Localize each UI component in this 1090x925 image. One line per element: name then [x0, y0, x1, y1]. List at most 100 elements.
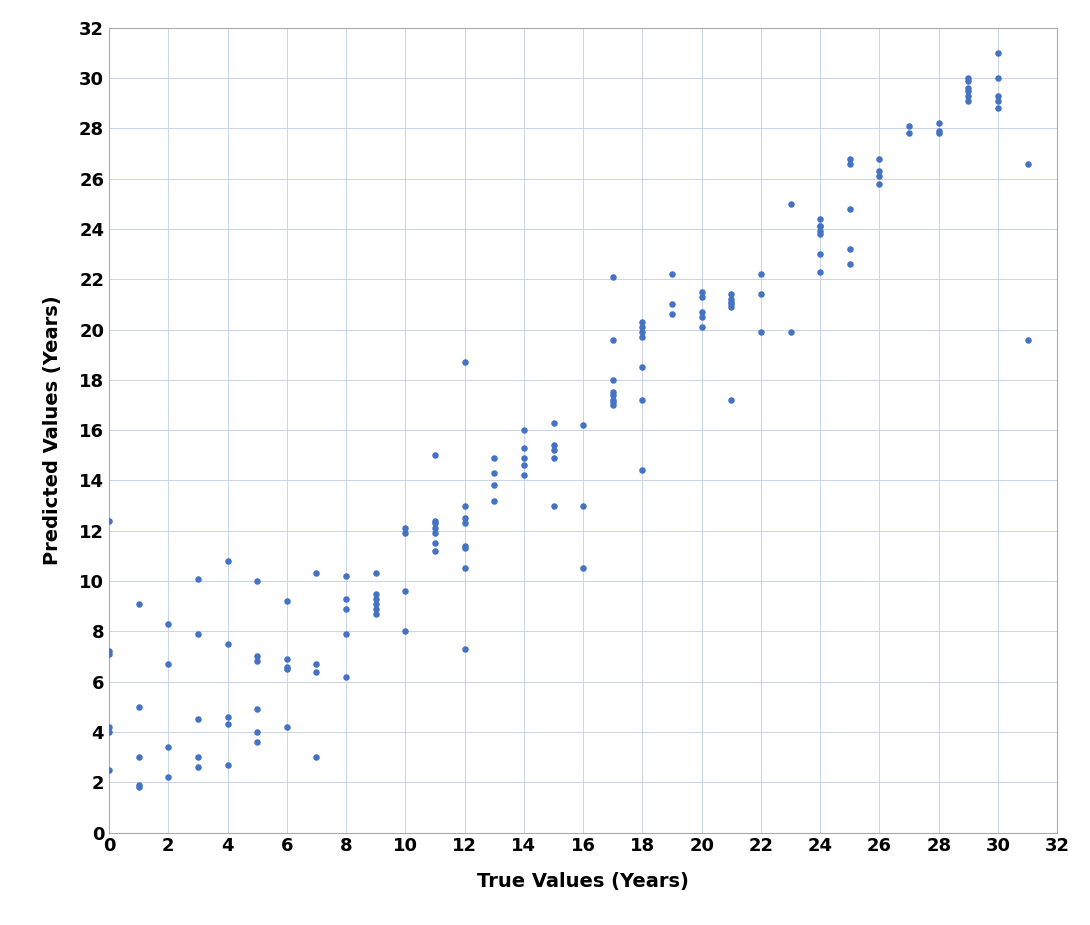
- Point: [723, 297, 740, 312]
- Point: [516, 440, 533, 455]
- Point: [516, 468, 533, 483]
- Point: [367, 601, 385, 616]
- Point: [959, 80, 977, 95]
- Point: [338, 601, 355, 616]
- Point: [723, 292, 740, 307]
- Point: [545, 415, 562, 430]
- Point: [219, 717, 237, 732]
- Point: [278, 594, 295, 609]
- Point: [1019, 156, 1037, 171]
- Point: [338, 591, 355, 606]
- Point: [307, 664, 325, 679]
- Point: [397, 584, 414, 598]
- Point: [752, 287, 770, 302]
- Point: [307, 657, 325, 672]
- Point: [397, 623, 414, 638]
- Point: [723, 392, 740, 407]
- Point: [959, 73, 977, 88]
- Point: [782, 325, 799, 339]
- Point: [900, 126, 918, 141]
- Point: [545, 450, 562, 465]
- Point: [130, 699, 147, 714]
- Point: [811, 219, 828, 234]
- Point: [426, 525, 444, 540]
- Point: [930, 126, 947, 141]
- Point: [516, 458, 533, 473]
- Point: [930, 123, 947, 138]
- Point: [604, 398, 621, 413]
- Point: [456, 642, 473, 657]
- X-axis label: True Values (Years): True Values (Years): [477, 872, 689, 891]
- Point: [604, 385, 621, 400]
- Point: [456, 499, 473, 513]
- Point: [841, 151, 859, 166]
- Point: [1019, 332, 1037, 347]
- Point: [367, 586, 385, 601]
- Point: [990, 101, 1007, 116]
- Point: [159, 770, 177, 784]
- Point: [545, 499, 562, 513]
- Point: [130, 597, 147, 611]
- Point: [633, 462, 651, 477]
- Point: [871, 151, 888, 166]
- Point: [841, 241, 859, 256]
- Point: [338, 669, 355, 684]
- Point: [693, 320, 711, 335]
- Point: [723, 300, 740, 314]
- Point: [633, 314, 651, 329]
- Point: [397, 521, 414, 536]
- Point: [190, 571, 207, 586]
- Point: [516, 450, 533, 465]
- Point: [367, 606, 385, 621]
- Point: [841, 156, 859, 171]
- Point: [249, 734, 266, 749]
- Point: [249, 654, 266, 669]
- Point: [190, 749, 207, 764]
- Point: [900, 118, 918, 133]
- Point: [426, 513, 444, 528]
- Point: [485, 493, 502, 508]
- Point: [130, 749, 147, 764]
- Point: [930, 116, 947, 130]
- Point: [367, 597, 385, 611]
- Point: [456, 541, 473, 556]
- Point: [990, 93, 1007, 108]
- Point: [574, 499, 592, 513]
- Point: [871, 164, 888, 179]
- Point: [338, 569, 355, 584]
- Point: [190, 626, 207, 641]
- Point: [604, 373, 621, 388]
- Point: [278, 661, 295, 676]
- Point: [219, 758, 237, 772]
- Point: [397, 525, 414, 540]
- Point: [367, 591, 385, 606]
- Point: [664, 307, 681, 322]
- Point: [693, 310, 711, 325]
- Point: [159, 740, 177, 755]
- Point: [100, 647, 118, 661]
- Point: [811, 247, 828, 262]
- Point: [959, 88, 977, 103]
- Point: [664, 266, 681, 281]
- Point: [545, 438, 562, 452]
- Point: [367, 566, 385, 581]
- Y-axis label: Predicted Values (Years): Predicted Values (Years): [44, 295, 62, 565]
- Point: [693, 290, 711, 304]
- Point: [249, 649, 266, 664]
- Point: [426, 448, 444, 462]
- Point: [249, 574, 266, 588]
- Point: [752, 325, 770, 339]
- Point: [811, 219, 828, 234]
- Point: [723, 294, 740, 309]
- Point: [604, 395, 621, 410]
- Point: [456, 511, 473, 525]
- Point: [219, 636, 237, 651]
- Point: [871, 168, 888, 183]
- Point: [959, 70, 977, 85]
- Point: [604, 388, 621, 402]
- Point: [249, 724, 266, 739]
- Point: [633, 320, 651, 335]
- Point: [456, 538, 473, 553]
- Point: [811, 224, 828, 239]
- Point: [278, 660, 295, 674]
